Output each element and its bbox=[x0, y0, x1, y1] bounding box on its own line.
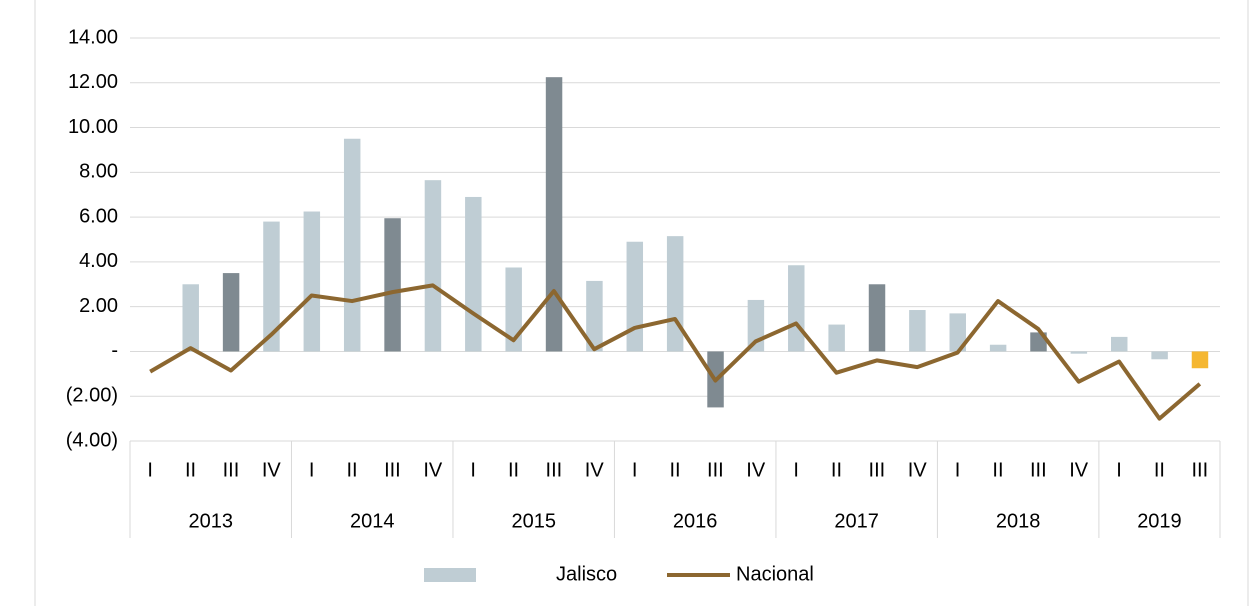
bar bbox=[424, 180, 442, 352]
x-tick-label: III bbox=[546, 459, 563, 481]
bar bbox=[384, 218, 401, 352]
x-tick-label: II bbox=[992, 459, 1003, 481]
x-tick-label: IV bbox=[1069, 459, 1089, 481]
x-tick-label: I bbox=[793, 459, 799, 481]
x-tick-label: I bbox=[632, 459, 638, 481]
y-tick-label: - bbox=[111, 340, 118, 362]
bar bbox=[1111, 336, 1128, 352]
x-tick-label: I bbox=[955, 459, 961, 481]
y-tick-label: (4.00) bbox=[66, 429, 118, 451]
group-label: 2013 bbox=[188, 510, 233, 532]
x-tick-label: IV bbox=[585, 459, 605, 481]
bar bbox=[828, 324, 845, 352]
legend-swatch bbox=[424, 568, 476, 582]
bar bbox=[1151, 351, 1168, 360]
x-tick-label: III bbox=[1191, 459, 1208, 481]
y-tick-label: (2.00) bbox=[66, 385, 118, 407]
bar bbox=[222, 273, 240, 352]
x-tick-label: II bbox=[346, 459, 357, 481]
x-tick-label: II bbox=[1154, 459, 1165, 481]
x-tick-label: III bbox=[384, 459, 401, 481]
legend-label: Nacional bbox=[736, 563, 814, 585]
group-label: 2016 bbox=[673, 510, 718, 532]
x-tick-label: I bbox=[1116, 459, 1122, 481]
x-tick-label: II bbox=[831, 459, 842, 481]
group-label: 2017 bbox=[834, 510, 879, 532]
y-tick-label: 2.00 bbox=[79, 295, 118, 317]
y-tick-label: 10.00 bbox=[68, 116, 118, 138]
x-tick-label: I bbox=[470, 459, 476, 481]
bar bbox=[989, 344, 1007, 352]
x-tick-label: I bbox=[309, 459, 315, 481]
x-tick-label: III bbox=[869, 459, 886, 481]
bar bbox=[626, 241, 644, 352]
x-tick-label: II bbox=[508, 459, 519, 481]
bar bbox=[1070, 351, 1088, 354]
bar bbox=[263, 221, 280, 352]
y-tick-label: 8.00 bbox=[79, 161, 118, 183]
bar bbox=[182, 284, 199, 352]
chart-border bbox=[34, 0, 1249, 611]
x-tick-label: II bbox=[185, 459, 196, 481]
bar bbox=[666, 236, 684, 352]
bar bbox=[586, 280, 603, 352]
y-tick-label: 4.00 bbox=[79, 250, 118, 272]
line bbox=[149, 283, 1202, 421]
bar bbox=[505, 267, 522, 352]
group-label: 2014 bbox=[350, 510, 395, 532]
x-tick-label: IV bbox=[746, 459, 766, 481]
bar bbox=[949, 313, 966, 352]
x-tick-label: IV bbox=[262, 459, 282, 481]
y-tick-label: 6.00 bbox=[79, 205, 118, 227]
legend-label: Jalisco bbox=[556, 563, 617, 585]
bar bbox=[788, 265, 805, 352]
bar bbox=[303, 211, 321, 352]
y-tick-label: 12.00 bbox=[68, 71, 118, 93]
x-tick-label: III bbox=[223, 459, 240, 481]
bar bbox=[909, 310, 926, 352]
x-tick-label: IV bbox=[423, 459, 443, 481]
bar bbox=[545, 77, 563, 352]
bar bbox=[868, 284, 886, 352]
x-tick-label: II bbox=[669, 459, 680, 481]
group-label: 2018 bbox=[996, 510, 1041, 532]
x-tick-label: IV bbox=[908, 459, 928, 481]
x-tick-label: I bbox=[147, 459, 153, 481]
bar bbox=[465, 196, 482, 352]
group-label: 2015 bbox=[511, 510, 556, 532]
x-tick-label: III bbox=[1030, 459, 1047, 481]
group-label: 2019 bbox=[1137, 510, 1182, 532]
bar bbox=[1191, 351, 1209, 369]
x-tick-label: III bbox=[707, 459, 724, 481]
bar bbox=[343, 138, 361, 352]
y-tick-label: 14.00 bbox=[68, 26, 118, 48]
